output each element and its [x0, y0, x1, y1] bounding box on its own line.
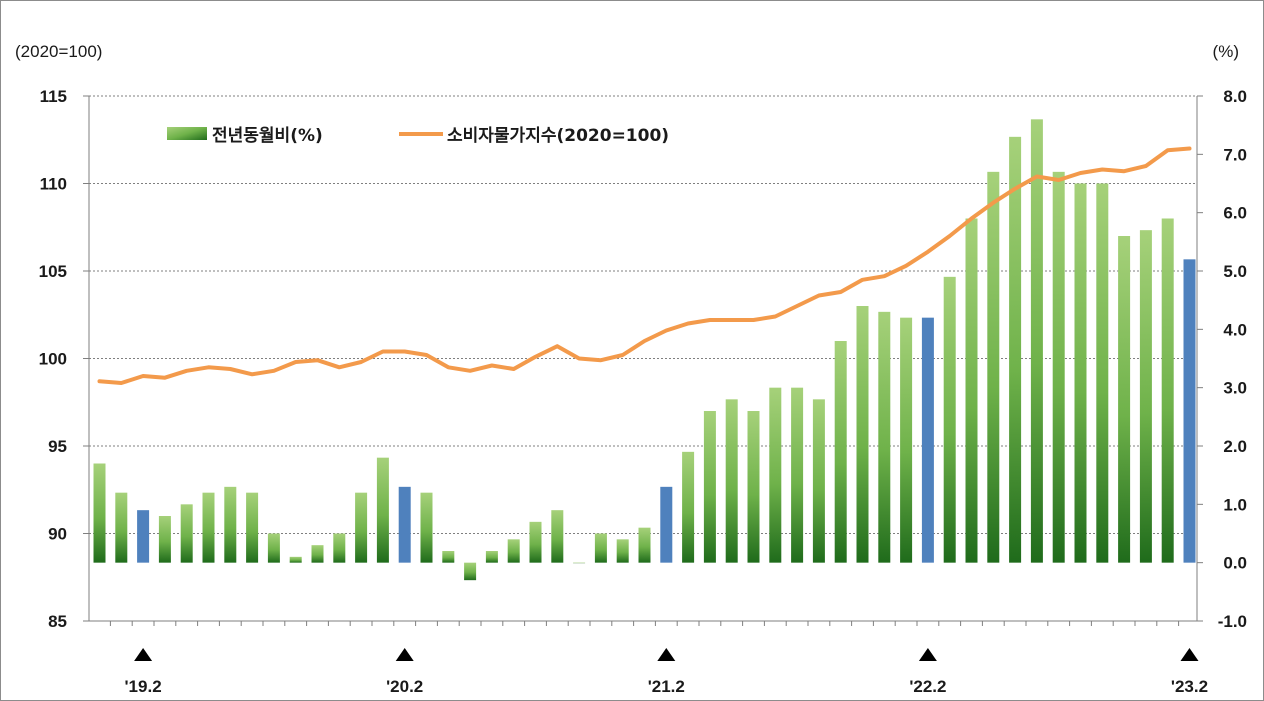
bar: [267, 533, 280, 563]
bar: [878, 311, 891, 563]
bar-series: [93, 119, 1196, 581]
bar: [376, 457, 389, 563]
x-marker-label: '22.2: [909, 677, 946, 696]
bar: [594, 533, 607, 563]
left-tick-label: 105: [39, 262, 67, 281]
bar: [1009, 136, 1022, 563]
x-marker-triangle: [918, 648, 937, 661]
bar: [202, 492, 215, 563]
left-tick-label: 85: [48, 612, 67, 631]
bar: [769, 387, 782, 563]
bar: [1161, 218, 1174, 563]
right-tick-label: 0.0: [1223, 554, 1247, 573]
x-marker-label: '20.2: [386, 677, 423, 696]
x-marker-triangle: [1180, 648, 1199, 661]
bar: [1052, 171, 1065, 563]
right-tick-label: 1.0: [1223, 495, 1247, 514]
right-tick-label: 2.0: [1223, 437, 1247, 456]
bar: [616, 539, 629, 563]
left-tick-label: 95: [48, 437, 67, 456]
cpi-line: [97, 146, 1192, 385]
line-series: [97, 146, 1192, 385]
right-tick-label: 3.0: [1223, 379, 1247, 398]
bar: [442, 551, 455, 563]
bar: [1139, 230, 1152, 563]
bar: [682, 451, 695, 563]
bar: [1030, 119, 1043, 563]
bar: [507, 539, 520, 563]
bar: [93, 463, 106, 563]
legend-line-label: 소비자물가지수(2020=100): [447, 126, 669, 146]
bar: [791, 387, 804, 563]
x-marker-label: '23.2: [1171, 677, 1208, 696]
bar: [965, 218, 978, 563]
x-marker-triangle: [657, 648, 676, 661]
bar: [311, 545, 324, 563]
right-axis-unit-label: (%): [1213, 42, 1239, 61]
bar: [900, 317, 913, 563]
legend: 전년동월비(%) 소비자물가지수(2020=100): [167, 126, 669, 146]
left-axis-unit-label: (2020=100): [15, 42, 102, 61]
bar: [158, 516, 171, 563]
bar: [573, 562, 586, 564]
legend-bar-swatch: [167, 127, 207, 140]
axes: 85 90 95 100 105 110 115 -1.0 0.0 1.0 2.0 3.0 4.0 5.0…: [39, 87, 1247, 696]
bar: [703, 411, 716, 563]
bar: [420, 492, 433, 563]
left-tick-label: 100: [39, 350, 67, 369]
left-tick-label: 90: [48, 525, 67, 544]
right-tick-label: 5.0: [1223, 262, 1247, 281]
x-marker-triangle: [134, 648, 153, 661]
bar: [180, 504, 193, 563]
right-tick-label: 4.0: [1223, 320, 1247, 339]
bar: [725, 399, 738, 563]
bar: [333, 533, 346, 563]
bar: [355, 492, 368, 563]
bar: [834, 341, 847, 563]
bar: [1118, 236, 1131, 563]
bar: [747, 411, 760, 563]
gridlines: [89, 95, 1197, 534]
left-tick-label: 115: [40, 87, 67, 106]
bar: [943, 276, 956, 563]
x-marker-label: '21.2: [648, 677, 685, 696]
bar: [464, 562, 477, 581]
right-tick-label: 6.0: [1223, 204, 1247, 223]
legend-bar-label: 전년동월비(%): [212, 126, 323, 146]
bar: [529, 521, 542, 563]
x-marker-label: '19.2: [125, 677, 162, 696]
bar: [1074, 183, 1087, 563]
bar: [638, 527, 651, 563]
right-tick-label: -1.0: [1218, 612, 1247, 631]
bar: [485, 551, 498, 563]
bar: [551, 510, 564, 563]
bar: [289, 556, 302, 563]
bar: [856, 306, 869, 563]
bar-highlight: [921, 317, 934, 563]
bar-highlight: [398, 486, 411, 563]
bar: [115, 492, 128, 563]
bar-highlight: [1183, 259, 1196, 563]
bar: [812, 399, 825, 563]
right-tick-label: 8.0: [1223, 87, 1247, 106]
bar: [987, 171, 1000, 563]
bar: [1096, 183, 1109, 563]
x-marker-triangle: [395, 648, 414, 661]
bar-highlight: [660, 486, 673, 563]
right-tick-label: 7.0: [1223, 145, 1247, 164]
left-tick-label: 110: [40, 175, 67, 194]
bar: [224, 486, 237, 563]
bar: [246, 492, 259, 563]
bar-highlight: [137, 510, 150, 563]
